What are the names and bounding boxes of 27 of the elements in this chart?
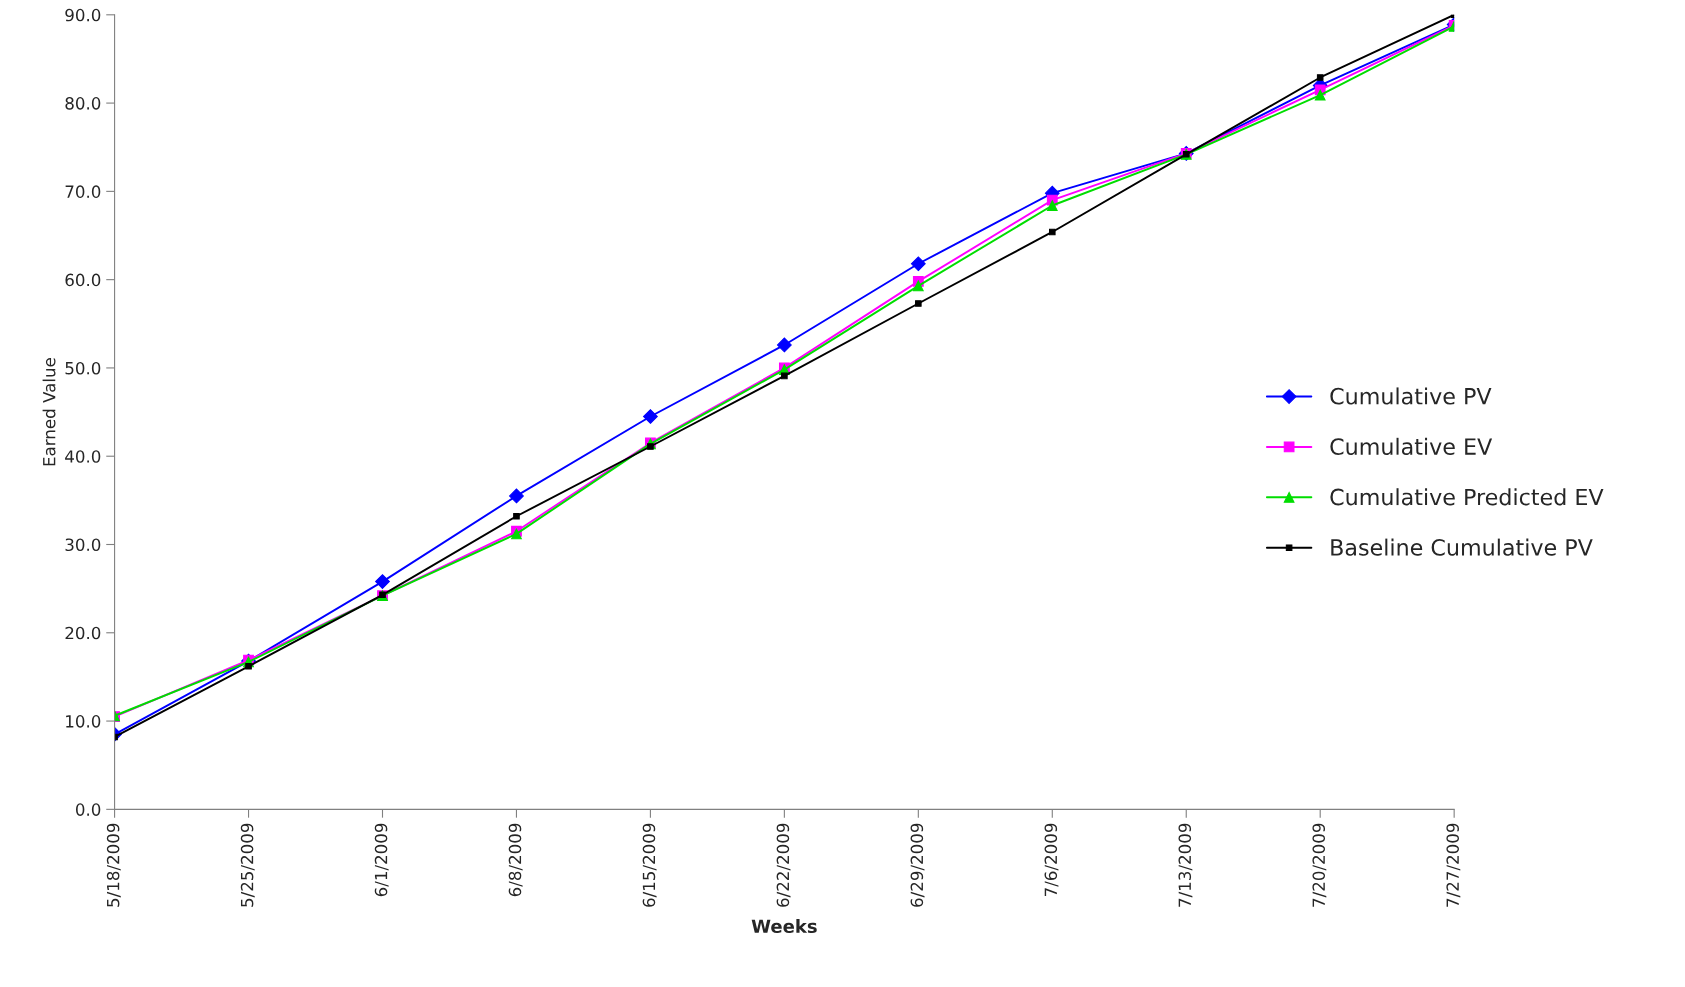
y-tick-label: 20.0 — [65, 626, 101, 640]
y-tick-label: 40.0 — [65, 450, 101, 463]
x-tick-label: 7/13/2009 — [1178, 823, 1193, 907]
x-tick-label: 6/15/2009 — [642, 823, 657, 907]
x-tick-label: 5/18/2009 — [106, 823, 121, 907]
legend-label: Cumulative EV — [1330, 437, 1493, 456]
y-tick-label: 10.0 — [66, 715, 101, 728]
legend-label: Cumulative PV — [1330, 387, 1492, 405]
y-tick-label: 70.0 — [65, 185, 101, 198]
y-tick-label: 80.0 — [65, 97, 101, 110]
x-tick-label: 5/25/2009 — [240, 823, 255, 907]
x-tick-label: 7/27/2009 — [1446, 823, 1461, 907]
y-tick-label: 0.0 — [75, 803, 101, 816]
y-tick-label: 30.0 — [65, 538, 101, 552]
legend-label: Baseline Cumulative PV — [1331, 538, 1593, 556]
y-tick-label: 50.0 — [65, 361, 101, 375]
y-tick-label: 90.0 — [65, 8, 101, 22]
x-axis-title: Weeks — [751, 919, 817, 934]
y-tick-label: 60.0 — [65, 273, 101, 287]
x-tick-label: 7/20/2009 — [1312, 823, 1327, 907]
x-tick-label: 6/29/2009 — [910, 823, 925, 907]
x-tick-label: 6/8/2009 — [508, 823, 523, 897]
legend-label: Cumulative Predicted EV — [1330, 488, 1604, 506]
y-axis-title: Earned Value — [42, 358, 56, 466]
x-tick-label: 6/1/2009 — [374, 823, 389, 897]
x-tick-label: 6/22/2009 — [776, 823, 791, 907]
x-tick-label: 7/6/2009 — [1044, 823, 1059, 897]
